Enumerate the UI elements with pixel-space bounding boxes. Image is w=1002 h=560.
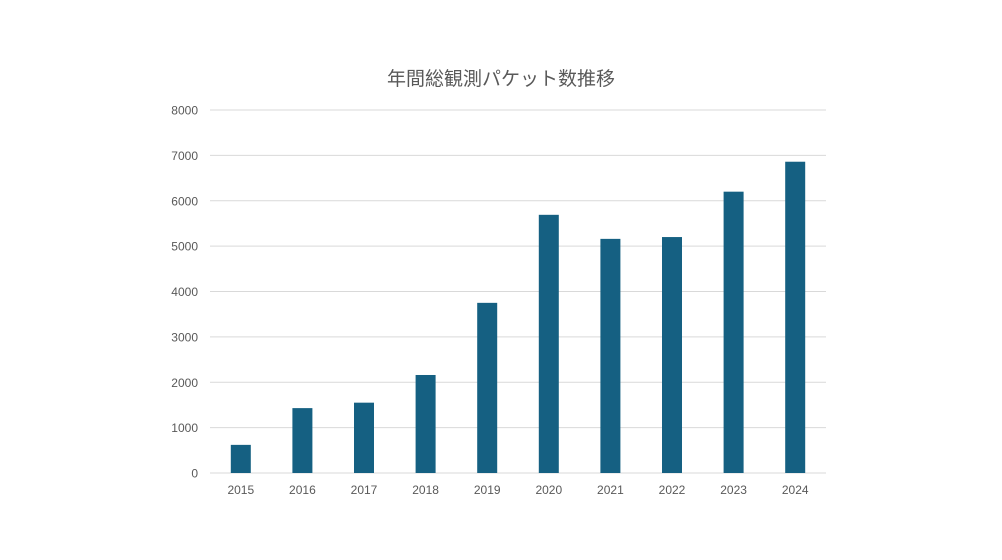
x-tick-label: 2015 [227, 483, 254, 497]
y-tick-label: 2000 [171, 376, 198, 390]
bar-2023 [723, 191, 744, 474]
y-tick-label: 6000 [171, 194, 198, 208]
chart-title: 年間総観測パケット数推移 [386, 68, 615, 90]
bar-2016 [292, 408, 313, 473]
bar-2018 [415, 374, 436, 473]
y-tick-label: 8000 [171, 104, 198, 118]
y-tick-label: 4000 [171, 285, 198, 299]
x-tick-label: 2024 [782, 483, 809, 497]
gridlines [210, 109, 826, 474]
x-tick-label: 2020 [535, 483, 562, 497]
x-tick-label: 2022 [659, 483, 686, 497]
x-axis-ticks: 2015 2016 2017 2018 2019 2020 2021 2022 2023 2024 [227, 483, 808, 497]
bars [230, 161, 806, 474]
x-tick-label: 2019 [474, 483, 501, 497]
bar-2022 [662, 237, 682, 473]
y-tick-label: 5000 [171, 240, 198, 254]
bar-2021 [600, 238, 621, 473]
y-tick-label: 0 [191, 467, 198, 481]
bar-2020 [538, 214, 559, 473]
bar-2017 [354, 402, 374, 473]
bar-2024 [785, 161, 806, 474]
x-tick-label: 2018 [412, 483, 439, 497]
y-tick-label: 3000 [171, 330, 198, 344]
bar-2015 [230, 444, 251, 473]
y-tick-label: 1000 [171, 421, 198, 435]
x-tick-label: 2016 [289, 483, 316, 497]
y-axis-ticks: 0 1000 2000 3000 4000 5000 6000 7000 8000 [171, 104, 198, 481]
y-tick-label: 7000 [171, 149, 198, 163]
bar-2019 [477, 302, 498, 473]
x-tick-label: 2023 [720, 483, 747, 497]
x-tick-label: 2021 [597, 483, 624, 497]
x-tick-label: 2017 [351, 483, 378, 497]
